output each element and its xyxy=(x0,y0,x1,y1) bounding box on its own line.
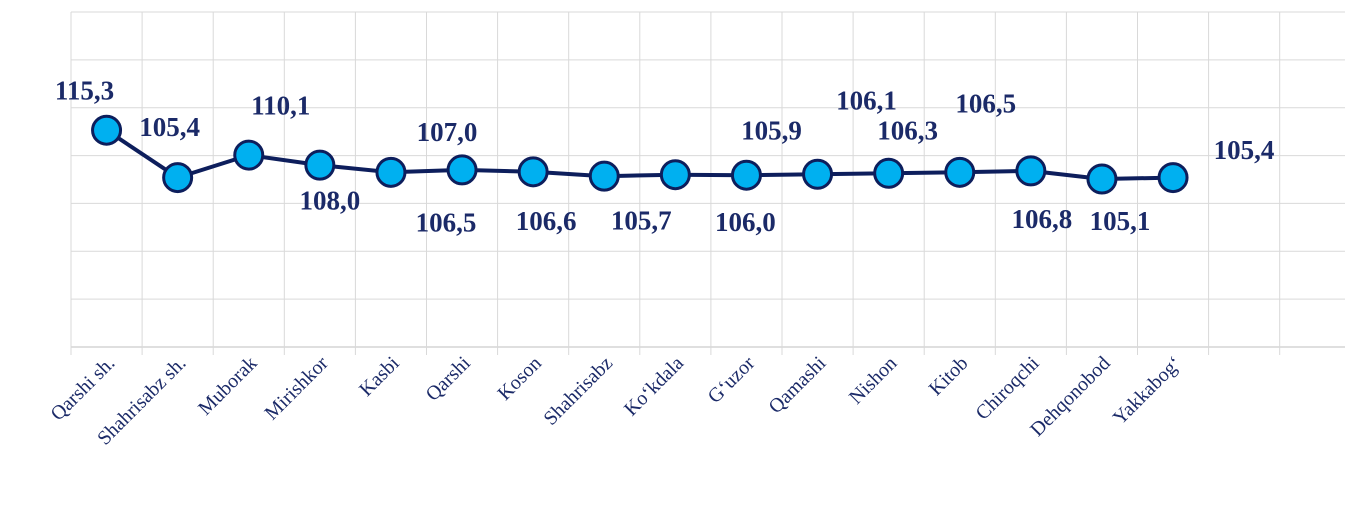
x-tick-label: G‘uzor xyxy=(704,352,760,408)
point xyxy=(233,139,265,171)
point xyxy=(446,154,478,186)
x-tick-label: Shahrisabz xyxy=(539,352,617,430)
data-label: 106,3 xyxy=(877,115,938,145)
point xyxy=(375,156,407,188)
point xyxy=(944,156,976,188)
point xyxy=(802,158,834,190)
point xyxy=(588,160,620,192)
data-label: 105,4 xyxy=(1214,135,1275,165)
point xyxy=(1086,163,1118,195)
point xyxy=(730,159,762,191)
x-tick-label: Nishon xyxy=(845,352,901,408)
x-tick-label: Muborak xyxy=(194,352,261,419)
point xyxy=(517,156,549,188)
point xyxy=(91,114,123,146)
data-label: 105,9 xyxy=(741,115,802,145)
point xyxy=(659,159,691,191)
x-tick-label: Qarshi sh. xyxy=(46,352,119,425)
point xyxy=(304,149,336,181)
data-label: 106,5 xyxy=(416,208,477,238)
x-tick-label: Yakkabog‘ xyxy=(1109,352,1186,429)
data-label: 115,3 xyxy=(55,75,114,105)
x-tick-label: Ko‘kdala xyxy=(620,352,688,420)
data-label: 106,5 xyxy=(955,89,1016,119)
data-label: 106,8 xyxy=(1011,204,1072,234)
x-tick-label: Chiroqchi xyxy=(972,352,1044,424)
data-label: 106,1 xyxy=(836,85,897,115)
data-label: 106,6 xyxy=(516,206,577,236)
x-tick-label: Kasbi xyxy=(355,352,404,401)
series-line xyxy=(105,128,1174,181)
x-tick-label: Qarshi xyxy=(422,352,476,406)
point xyxy=(1015,155,1047,187)
data-label: 108,0 xyxy=(299,185,360,215)
data-label: 105,1 xyxy=(1090,206,1151,236)
point xyxy=(162,162,194,194)
data-label: 110,1 xyxy=(251,90,310,120)
x-tick-label: Kitob xyxy=(925,352,973,400)
point xyxy=(1157,162,1189,194)
x-tick-label: Qamashi xyxy=(765,352,831,418)
x-tick-label: Mirishkor xyxy=(261,352,333,424)
data-label: 105,7 xyxy=(611,205,672,235)
data-label: 106,0 xyxy=(715,207,776,237)
data-label: 107,0 xyxy=(417,117,478,147)
point xyxy=(873,157,905,189)
x-tick-label: Koson xyxy=(493,352,545,404)
data-label: 105,4 xyxy=(139,112,200,142)
